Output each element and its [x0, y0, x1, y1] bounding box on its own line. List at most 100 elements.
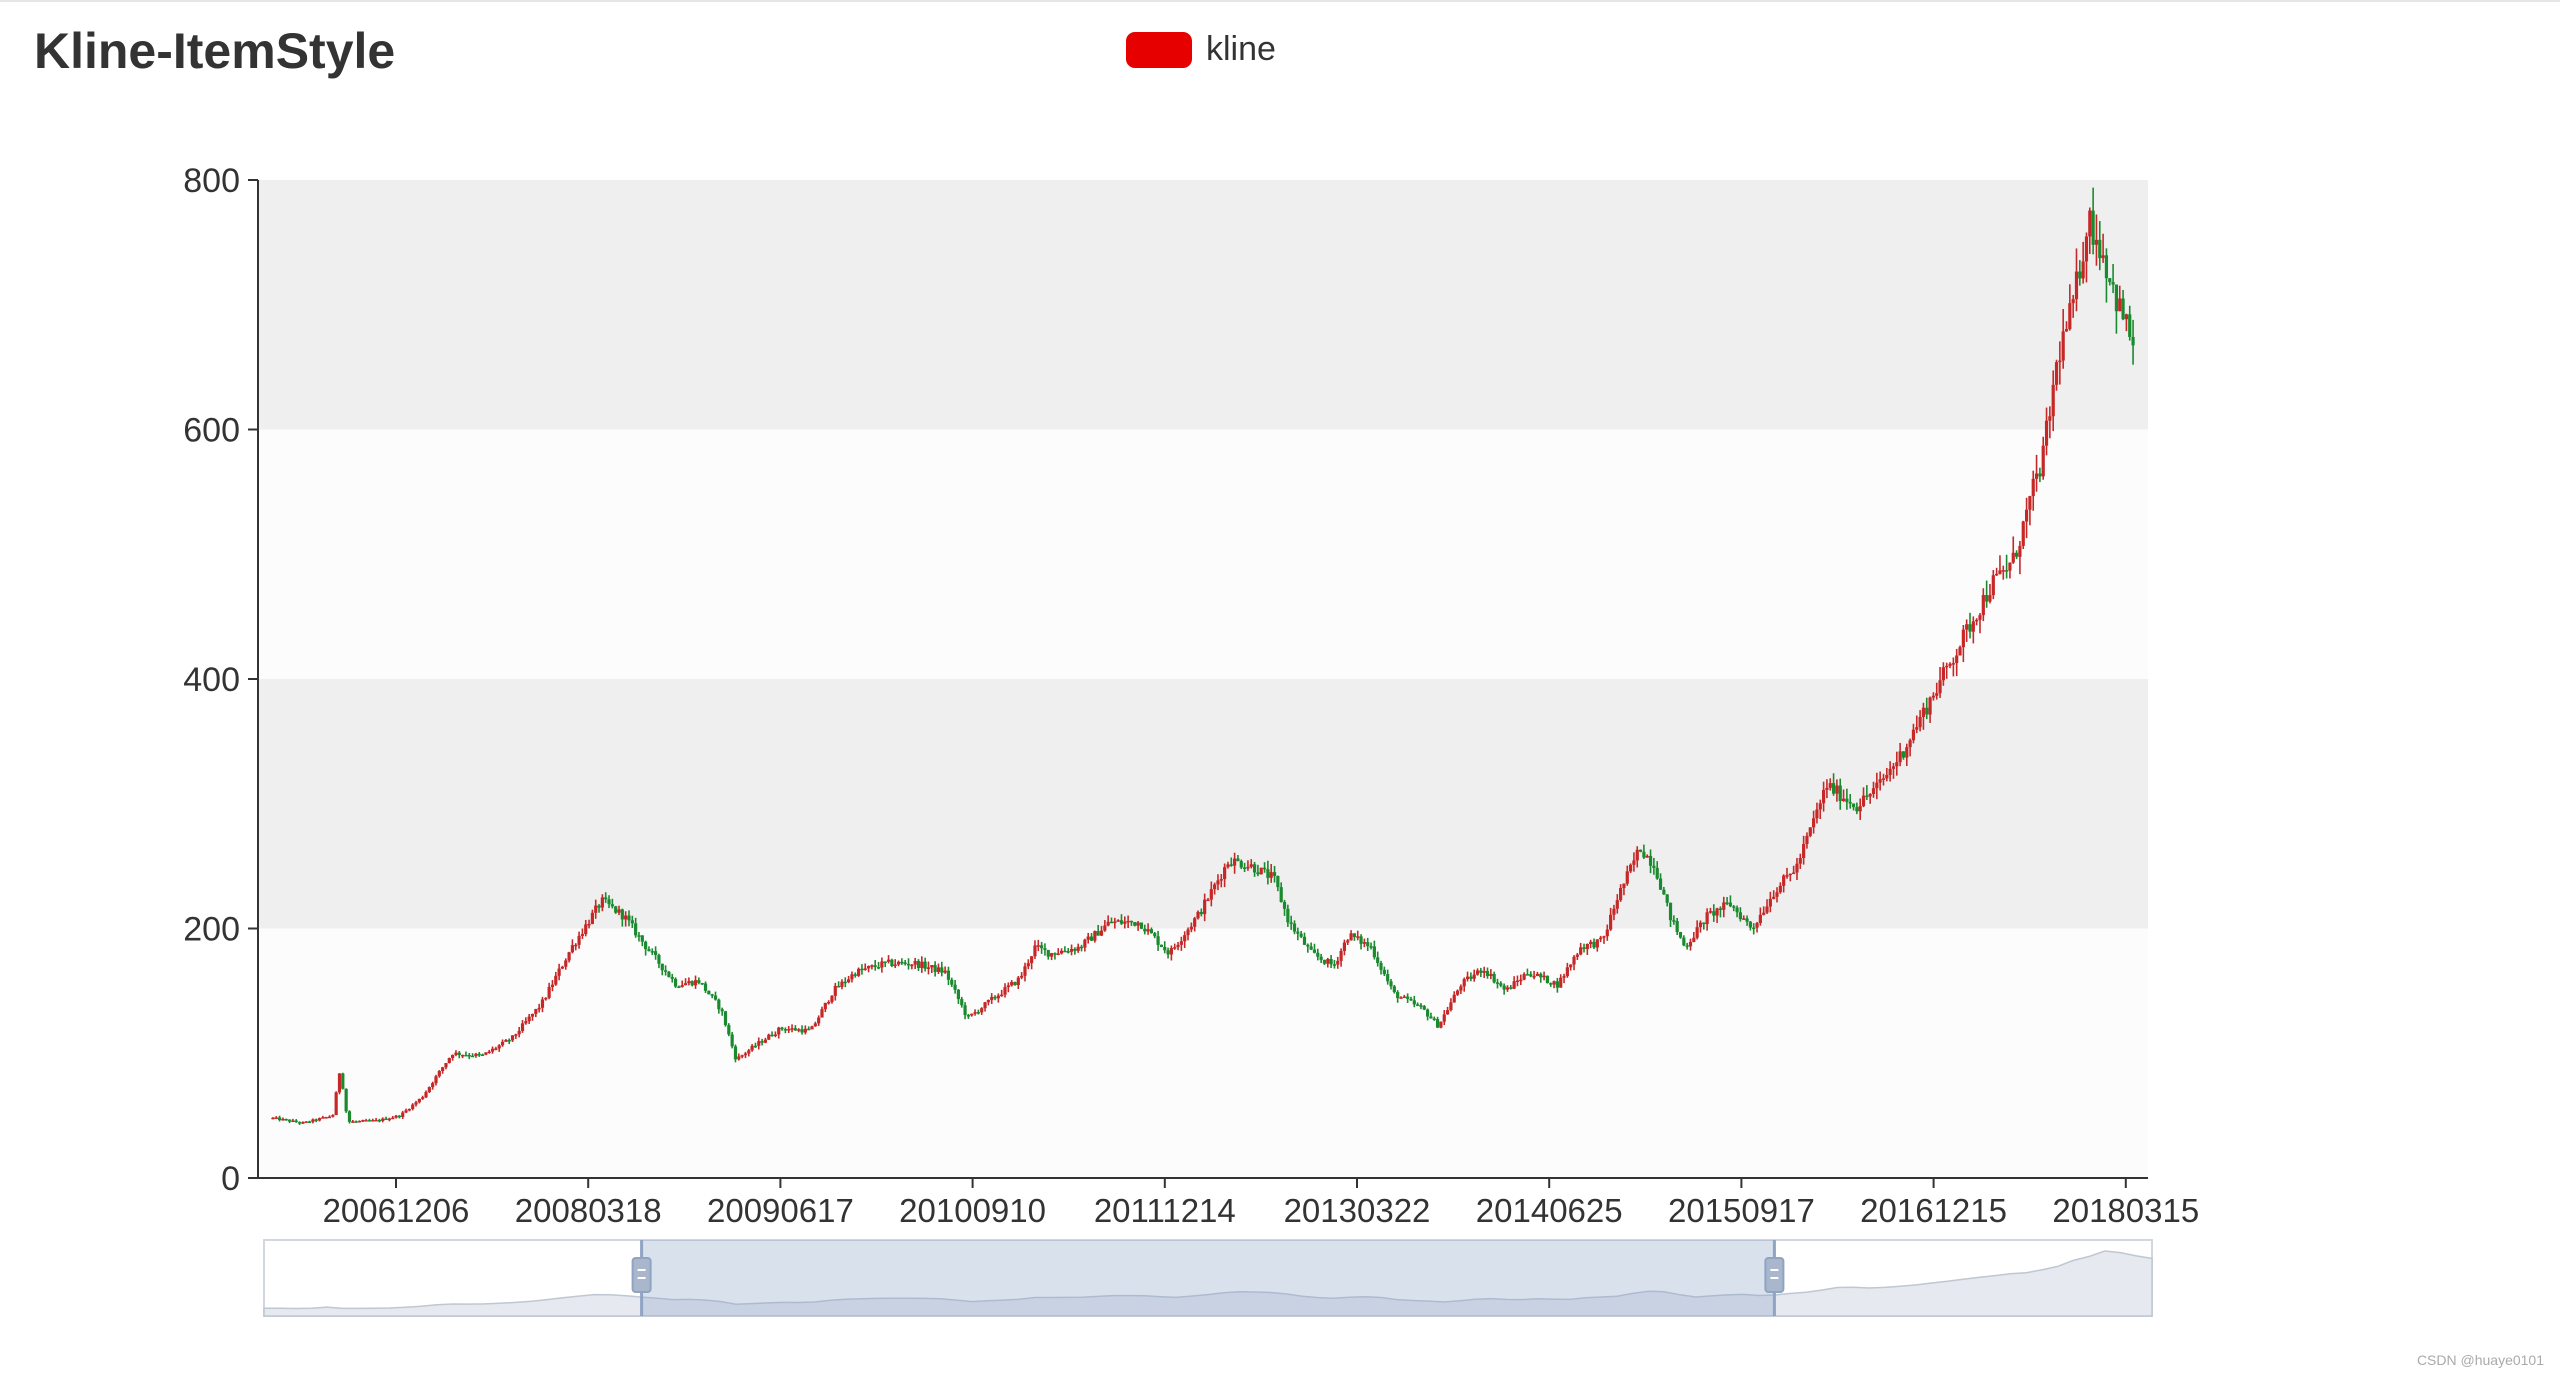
candle-body	[1163, 946, 1167, 951]
candle-body	[803, 1028, 807, 1033]
candle-body	[331, 1115, 335, 1117]
candle-body	[381, 1118, 385, 1121]
candle-body	[1672, 920, 1676, 922]
candle-body	[723, 1011, 728, 1026]
candle-body	[1835, 785, 1839, 794]
candle-body	[707, 990, 711, 995]
candle-body	[564, 960, 568, 967]
candle-body	[500, 1041, 505, 1046]
candle-body	[1296, 931, 1300, 934]
candle-body	[863, 968, 867, 970]
candle-body	[604, 897, 608, 900]
candle-body	[1312, 949, 1317, 953]
candle-body	[1688, 941, 1693, 947]
candle-body	[1366, 942, 1370, 947]
candle-body	[1748, 921, 1752, 928]
candle-body	[690, 981, 694, 986]
candle-body	[2024, 509, 2029, 522]
candle-body	[1013, 982, 1017, 985]
y-tick-label: 200	[183, 911, 240, 949]
candle-body	[1043, 948, 1047, 950]
candle-body	[840, 981, 844, 987]
candle-body	[1186, 929, 1190, 936]
candle-body	[484, 1052, 488, 1055]
candle-body	[1066, 951, 1070, 953]
candle-body	[1755, 923, 1759, 928]
candle-body	[730, 1034, 734, 1047]
candle-body	[444, 1063, 448, 1068]
candle-body	[1841, 798, 1846, 801]
candle-body	[534, 1008, 538, 1014]
candle-body	[2058, 360, 2062, 363]
candle-body	[780, 1027, 784, 1030]
candle-body	[1233, 858, 1237, 866]
legend-swatch[interactable]	[1126, 31, 1192, 68]
candle-body	[1798, 858, 1802, 864]
candle-body	[1652, 865, 1656, 868]
candle-body	[1485, 970, 1490, 977]
candle-body	[427, 1087, 431, 1093]
candle-body	[1565, 967, 1569, 977]
candle-body	[527, 1016, 531, 1022]
candle-body	[2028, 496, 2032, 510]
candle-body	[1083, 939, 1087, 948]
candle-body	[437, 1071, 441, 1077]
datazoom-handle[interactable]	[631, 1257, 652, 1293]
candle-body	[1535, 973, 1540, 977]
legend-label[interactable]: kline	[1206, 30, 1276, 68]
candle-body	[594, 905, 598, 913]
candle-body	[1432, 1018, 1436, 1020]
candle-body	[1226, 864, 1230, 868]
candle-body	[1262, 867, 1267, 870]
candle-body	[1342, 942, 1347, 952]
candle-body	[1435, 1019, 1440, 1028]
candle-body	[1898, 751, 1902, 763]
datazoom-selection[interactable]	[641, 1240, 1775, 1316]
candle-body	[1609, 914, 1613, 930]
split-band	[258, 429, 2148, 679]
candle-body	[1502, 985, 1506, 990]
candle-body	[507, 1040, 511, 1042]
candle-body	[2021, 521, 2025, 546]
candle-body	[1166, 950, 1170, 955]
candle-body	[1246, 866, 1250, 869]
candle-body	[880, 961, 884, 968]
candle-body	[1768, 898, 1772, 907]
candle-body	[1808, 827, 1812, 836]
x-tick-label: 20111214	[1094, 1192, 1236, 1229]
candle-body	[790, 1028, 794, 1030]
candle-body	[983, 1002, 987, 1009]
legend[interactable]: kline	[1126, 30, 1276, 69]
candle-body	[1206, 899, 1210, 902]
candle-body	[417, 1098, 421, 1103]
candle-body	[1259, 867, 1263, 875]
candle-body	[1053, 953, 1057, 955]
candle-body	[906, 963, 911, 966]
candle-body	[733, 1046, 738, 1060]
candle-body	[930, 965, 934, 968]
candle-body	[1612, 908, 1616, 915]
candle-body	[2071, 299, 2075, 304]
candle-body	[2094, 239, 2099, 245]
candle-body	[1049, 953, 1054, 957]
candle-body	[301, 1122, 305, 1124]
candle-body	[1465, 976, 1470, 980]
candle-body	[903, 962, 907, 964]
candle-body	[1592, 941, 1596, 948]
candle-body	[1386, 974, 1390, 982]
candle-body	[1213, 884, 1217, 890]
candle-body	[1109, 921, 1114, 924]
candle-body	[1525, 974, 1530, 976]
candle-body	[1339, 951, 1343, 961]
datazoom-handle[interactable]	[1764, 1257, 1785, 1293]
candle-body	[327, 1116, 332, 1119]
candle-body	[524, 1021, 528, 1024]
candle-body	[1885, 775, 1889, 779]
candle-body	[1505, 987, 1510, 990]
candle-body	[916, 960, 921, 969]
candle-body	[1991, 575, 1995, 596]
candle-body	[910, 964, 914, 967]
candle-body	[610, 904, 614, 907]
candle-body	[1575, 954, 1579, 957]
candle-body	[1758, 914, 1762, 924]
